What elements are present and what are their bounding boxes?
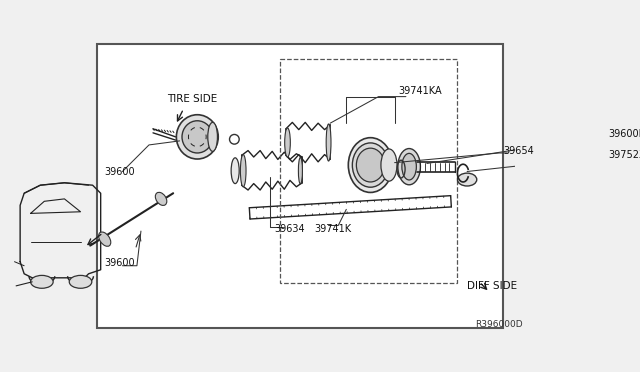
Ellipse shape bbox=[398, 148, 420, 185]
Ellipse shape bbox=[402, 153, 417, 180]
Text: 39634: 39634 bbox=[274, 224, 305, 234]
Text: 39741KA: 39741KA bbox=[399, 86, 442, 96]
Bar bbox=[280, 59, 458, 283]
Ellipse shape bbox=[326, 124, 331, 161]
Ellipse shape bbox=[31, 275, 53, 288]
Ellipse shape bbox=[348, 138, 392, 192]
Ellipse shape bbox=[208, 122, 218, 151]
Text: 39654: 39654 bbox=[503, 146, 534, 156]
Text: DIFF SIDE: DIFF SIDE bbox=[467, 281, 517, 291]
Ellipse shape bbox=[458, 173, 477, 186]
Text: 39600: 39600 bbox=[105, 167, 135, 176]
Ellipse shape bbox=[99, 232, 111, 246]
Ellipse shape bbox=[69, 275, 92, 288]
Text: TIRE SIDE: TIRE SIDE bbox=[168, 94, 218, 104]
Ellipse shape bbox=[353, 143, 388, 187]
Text: 39600F: 39600F bbox=[608, 129, 640, 140]
Ellipse shape bbox=[285, 128, 291, 157]
Text: 39752X: 39752X bbox=[608, 150, 640, 160]
Bar bbox=[97, 44, 503, 328]
Ellipse shape bbox=[182, 121, 212, 153]
Ellipse shape bbox=[298, 157, 303, 184]
Ellipse shape bbox=[177, 115, 218, 159]
Ellipse shape bbox=[231, 158, 239, 184]
Ellipse shape bbox=[156, 192, 167, 205]
Ellipse shape bbox=[241, 155, 246, 187]
Ellipse shape bbox=[356, 148, 385, 182]
Ellipse shape bbox=[381, 149, 397, 181]
Text: 39741K: 39741K bbox=[314, 224, 351, 234]
Text: 39600: 39600 bbox=[105, 258, 135, 268]
Text: R396000D: R396000D bbox=[475, 320, 523, 329]
